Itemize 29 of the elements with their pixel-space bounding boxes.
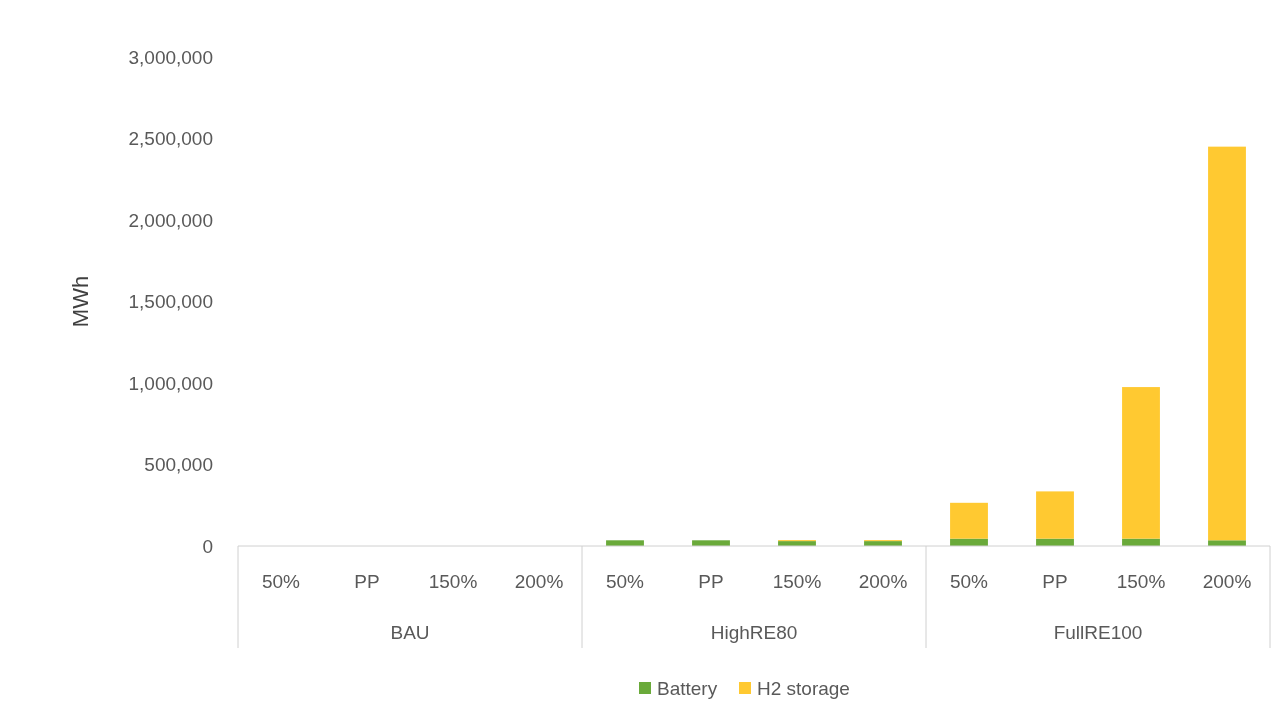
x-tick-label: 200% [858,570,908,592]
bar [1208,146,1246,541]
x-tick-label: 200% [1202,570,1252,592]
legend-label: H2 storage [757,677,850,699]
legend-label: Battery [657,677,718,699]
x-tick-label: 50% [949,570,989,592]
x-tick-label: 50% [261,570,301,592]
y-tick-label: 1,000,000 [128,372,213,394]
x-tick-label: PP [698,570,724,592]
bar [1122,387,1160,539]
x-tick-label: PP [1042,570,1068,592]
y-tick-label: 3,000,000 [128,46,213,68]
x-tick-label: 150% [1116,570,1166,592]
bar [1036,491,1074,539]
y-tick-label: 0 [202,535,213,557]
x-tick-label: 150% [428,570,478,592]
bar [950,502,988,539]
text: HighRE80 [710,621,798,643]
y-axis-title: MWh [68,275,93,328]
y-tick-label: 1,500,000 [128,291,213,313]
y-tick-label: 2,000,000 [128,209,213,231]
x-tick-label: 150% [772,570,822,592]
text: BAU [390,621,430,643]
x-tick-label: 200% [514,570,564,592]
text: FullRE100 [1053,621,1143,643]
x-tick-label: PP [354,570,380,592]
y-tick-label: 2,500,000 [128,128,213,150]
y-tick-label: 500,000 [144,454,213,476]
x-tick-label: 50% [605,570,645,592]
